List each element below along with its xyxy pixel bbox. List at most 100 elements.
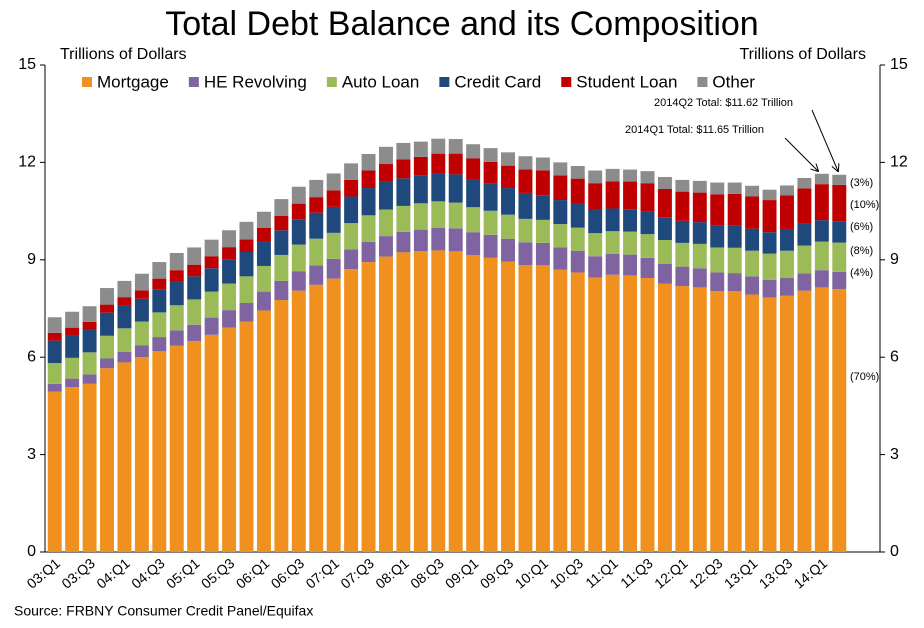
bar-segment: [431, 227, 446, 251]
x-tick-label: 08:Q3: [407, 555, 447, 592]
bar-segment: [623, 275, 638, 552]
bar-segment: [570, 227, 585, 251]
bar-segment: [152, 278, 167, 290]
bar-segment: [483, 148, 498, 162]
legend-swatch: [561, 77, 572, 87]
bar-segment: [692, 287, 707, 552]
bar-segment: [379, 209, 393, 237]
legend-label: Auto Loan: [342, 72, 420, 91]
bar-segment: [396, 159, 411, 179]
bar-segment: [762, 200, 777, 233]
bar-segment: [657, 217, 672, 240]
bar-segment: [361, 153, 376, 171]
legend-swatch: [82, 77, 92, 87]
bar-segment: [326, 258, 341, 279]
bar-segment: [274, 280, 289, 301]
bar-segment: [675, 220, 690, 243]
bar-segment: [169, 281, 184, 306]
bar-segment: [640, 183, 655, 212]
annotation: (70%): [850, 371, 879, 383]
bar-segment: [762, 253, 777, 280]
chart-title: Total Debt Balance and its Composition: [165, 5, 758, 43]
bar-segment: [814, 287, 829, 552]
y-axis-label: Trillions of Dollars: [60, 46, 187, 63]
bar-segment: [692, 268, 707, 288]
bar-segment: [483, 257, 498, 552]
legend-label: Mortgage: [97, 72, 169, 91]
bar-segment: [361, 170, 376, 189]
bar-segment: [797, 177, 812, 189]
bar-segment: [623, 181, 638, 210]
bar-segment: [187, 324, 202, 341]
x-tick-label: 09:Q1: [442, 555, 482, 592]
bar-segment: [832, 184, 847, 222]
annotation: 2014Q2 Total: $11.62 Trillion: [654, 97, 793, 109]
bar-segment: [466, 207, 481, 233]
bar-segment: [100, 312, 114, 336]
annotation: 2014Q1 Total: $11.65 Trillion: [625, 124, 764, 136]
bar-segment: [326, 278, 341, 552]
bar-segment: [134, 290, 149, 299]
bar-segment: [518, 156, 533, 170]
bar-segment: [640, 171, 655, 184]
bar-segment: [657, 263, 672, 284]
bar-segment: [483, 183, 498, 211]
bar-segment: [396, 205, 411, 232]
bar-segment: [309, 197, 324, 213]
bar-segment: [222, 259, 237, 284]
bar-segment: [309, 265, 324, 285]
bar-segment: [588, 256, 603, 278]
bar-segment: [431, 138, 446, 154]
bar-segment: [657, 283, 672, 552]
legend-swatch: [326, 77, 337, 87]
bar-segment: [413, 229, 428, 252]
y-tick-label: 9: [27, 251, 36, 268]
x-tick-label: 10:Q1: [512, 555, 552, 592]
bar-segment: [814, 220, 829, 242]
bar-segment: [82, 329, 97, 353]
x-tick-label: 07:Q3: [337, 555, 377, 592]
x-tick-label: 12:Q1: [651, 555, 691, 592]
bar-segment: [780, 185, 794, 196]
bar-segment: [344, 223, 359, 250]
bar-segment: [483, 210, 498, 235]
bar-segment: [291, 290, 306, 552]
bar-segment: [832, 174, 847, 185]
legend-swatch: [439, 77, 450, 87]
bar-segment: [692, 180, 707, 193]
bar-segment: [727, 273, 742, 292]
bar-segment: [745, 196, 760, 229]
bar-segment: [361, 262, 376, 552]
bar-segment: [222, 283, 237, 311]
bar-segment: [745, 294, 760, 552]
bar-segment: [134, 273, 149, 291]
x-tick-label: 05:Q3: [198, 555, 238, 592]
bar-segment: [588, 209, 603, 234]
bar-segment: [65, 357, 80, 379]
bar-segment: [326, 190, 341, 207]
bar-segment: [745, 185, 760, 197]
bar-segment: [413, 251, 428, 552]
bar-segment: [239, 252, 254, 277]
x-tick-label: 11:Q3: [617, 555, 656, 591]
bar-segment: [518, 218, 533, 243]
bar-segment: [117, 305, 132, 329]
bar-segment: [448, 251, 463, 552]
bar-segment: [814, 270, 829, 288]
bar-segment: [727, 182, 742, 194]
x-tick-label: 05:Q1: [163, 555, 203, 592]
bar-segment: [832, 221, 847, 243]
bar-segment: [448, 174, 463, 203]
bar-segment: [239, 276, 254, 303]
bar-segment: [204, 317, 219, 335]
bar-segment: [762, 279, 777, 298]
bar-segment: [501, 152, 515, 166]
bar-segment: [710, 272, 725, 292]
bar-segment: [326, 232, 341, 259]
bar-segment: [780, 295, 794, 552]
bar-segment: [570, 203, 585, 228]
bar-segment: [814, 173, 829, 185]
bar-segment: [466, 232, 481, 256]
bar-segment: [309, 179, 324, 198]
